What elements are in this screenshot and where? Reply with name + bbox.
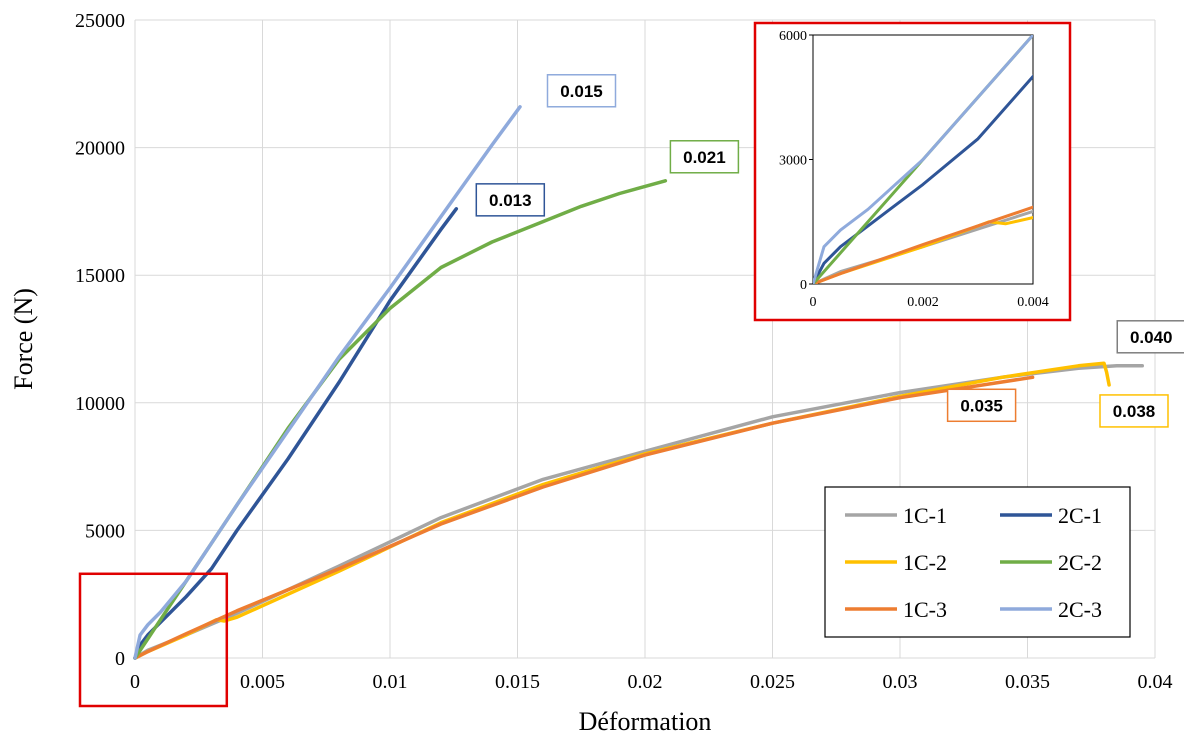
annotation-label: 0.040 — [1130, 328, 1173, 347]
series-line-2C-2 — [133, 179, 668, 660]
annotation-box — [475, 183, 546, 217]
x-tick-label: 0.01 — [373, 671, 408, 693]
inset-x-tick-label: 0 — [810, 295, 817, 310]
inset-y-tick-label: 6000 — [779, 29, 807, 44]
legend-item-1C-2: 1C-2 — [845, 550, 947, 575]
y-tick-label: 5000 — [85, 520, 125, 542]
y-tick-label: 15000 — [75, 265, 125, 287]
inset-x-tick-label: 0.004 — [1017, 295, 1049, 310]
annotation-label: 0.035 — [960, 396, 1003, 415]
y-tick-label: 25000 — [75, 10, 125, 32]
annotation-label: 0.015 — [560, 82, 603, 101]
inset-line-2C-1 — [813, 74, 1033, 284]
legend-label: 1C-1 — [903, 503, 947, 528]
x-axis-title: Déformation — [579, 707, 712, 736]
legend-label: 1C-2 — [903, 550, 947, 575]
x-tick-label: 0.005 — [240, 671, 285, 693]
x-tick-label: 0.02 — [628, 671, 663, 693]
legend-item-1C-3: 1C-3 — [845, 597, 947, 622]
legend-item-2C-1: 2C-1 — [1000, 503, 1102, 528]
inset-series — [813, 35, 1033, 284]
inset-line-1C-3 — [813, 205, 1033, 284]
annotation-box — [669, 140, 740, 174]
inset-x-tick-label: 0.002 — [907, 295, 939, 310]
y-tick-label: 10000 — [75, 393, 125, 415]
legend-label: 2C-2 — [1058, 550, 1102, 575]
y-tick-label: 20000 — [75, 138, 125, 160]
x-tick-label: 0.04 — [1138, 671, 1173, 693]
annotation-0.040: 0.040 — [1116, 320, 1184, 354]
legend-item-1C-1: 1C-1 — [845, 503, 947, 528]
legend-label: 1C-3 — [903, 597, 947, 622]
legend-label: 2C-3 — [1058, 597, 1102, 622]
x-tick-label: 0.035 — [1005, 671, 1050, 693]
annotation-label: 0.013 — [489, 191, 532, 210]
annotation-box — [546, 74, 617, 108]
legend-label: 2C-1 — [1058, 503, 1102, 528]
annotation-0.013: 0.013 — [475, 183, 546, 217]
inset-chart: 0 0.002 0.004 0 3000 6000 — [753, 21, 1072, 322]
annotation-0.038: 0.038 — [1099, 394, 1169, 428]
annotation-box — [946, 388, 1017, 423]
x-tick-labels: 0 0.005 0.01 0.015 0.02 0.025 0.03 0.035 0.04 — [130, 671, 1173, 693]
series-lines — [133, 105, 1145, 660]
zoom-region-box — [78, 572, 229, 708]
inset-y-tick-label: 3000 — [779, 154, 807, 169]
legend-item-2C-3: 2C-3 — [1000, 597, 1102, 622]
series-line-2C-3 — [133, 105, 522, 660]
endpoint-annotations: 0.015 0.021 0.013 0.040 0.035 0.038 — [475, 74, 1184, 428]
inset-line-2C-2 — [813, 35, 1033, 284]
annotation-label: 0.038 — [1113, 402, 1156, 421]
y-tick-label: 0 — [115, 648, 125, 670]
y-axis-title: Force (N) — [9, 288, 38, 390]
legend-item-2C-2: 2C-2 — [1000, 550, 1102, 575]
annotation-box — [1116, 320, 1184, 354]
series-line-2C-1 — [133, 207, 459, 660]
x-tick-label: 0.015 — [495, 671, 540, 693]
y-tick-labels: 0 5000 10000 15000 20000 25000 — [75, 10, 125, 670]
main-axes — [134, 20, 1155, 659]
x-tick-label: 0.03 — [883, 671, 918, 693]
annotation-label: 0.021 — [683, 148, 726, 167]
annotation-0.015: 0.015 — [546, 74, 617, 108]
series-line-1C-3 — [133, 375, 1035, 660]
x-tick-label: 0.025 — [750, 671, 795, 693]
annotation-0.021: 0.021 — [669, 140, 740, 174]
inset-line-2C-3 — [813, 35, 1033, 284]
annotation-box — [1099, 394, 1169, 428]
inset-y-tick-label: 0 — [800, 278, 807, 293]
legend: 1C-1 2C-1 1C-2 2C-2 1C-3 2C-3 — [824, 486, 1131, 638]
annotation-0.035: 0.035 — [946, 388, 1017, 423]
x-tick-label: 0 — [130, 671, 140, 693]
